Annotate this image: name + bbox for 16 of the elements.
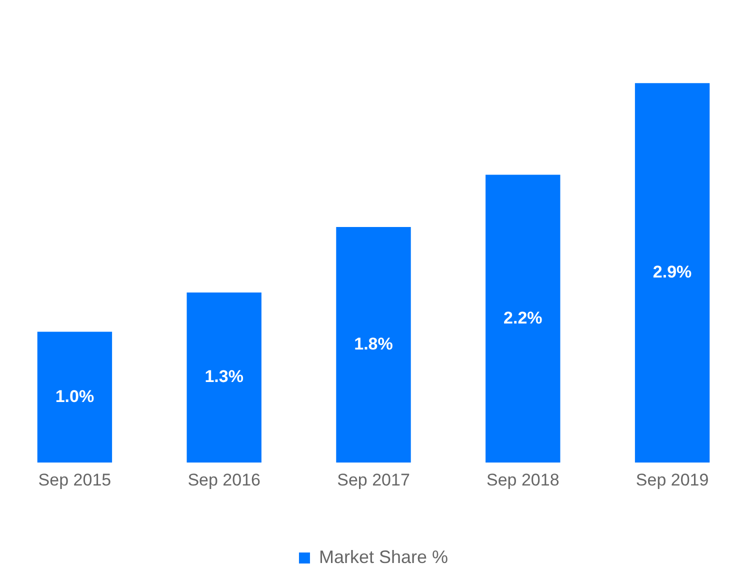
bar (634, 83, 710, 463)
bar (186, 292, 262, 463)
x-tick-label: Sep 2018 (486, 470, 560, 490)
x-tick-label: Sep 2017 (337, 470, 410, 490)
legend-label: Market Share % (318, 546, 448, 567)
bar (486, 174, 560, 463)
data-label: 1.3% (204, 367, 244, 386)
data-label: 2.9% (652, 262, 692, 282)
data-label: 1.8% (354, 334, 393, 354)
x-tick-label: Sep 2015 (38, 470, 112, 490)
x-tick-label: Sep 2016 (188, 470, 260, 490)
bar (336, 227, 411, 463)
bar (37, 332, 112, 463)
data-label: 2.2% (504, 308, 542, 328)
x-tick-label: Sep 2019 (636, 470, 709, 490)
data-label: 1.0% (55, 386, 94, 406)
